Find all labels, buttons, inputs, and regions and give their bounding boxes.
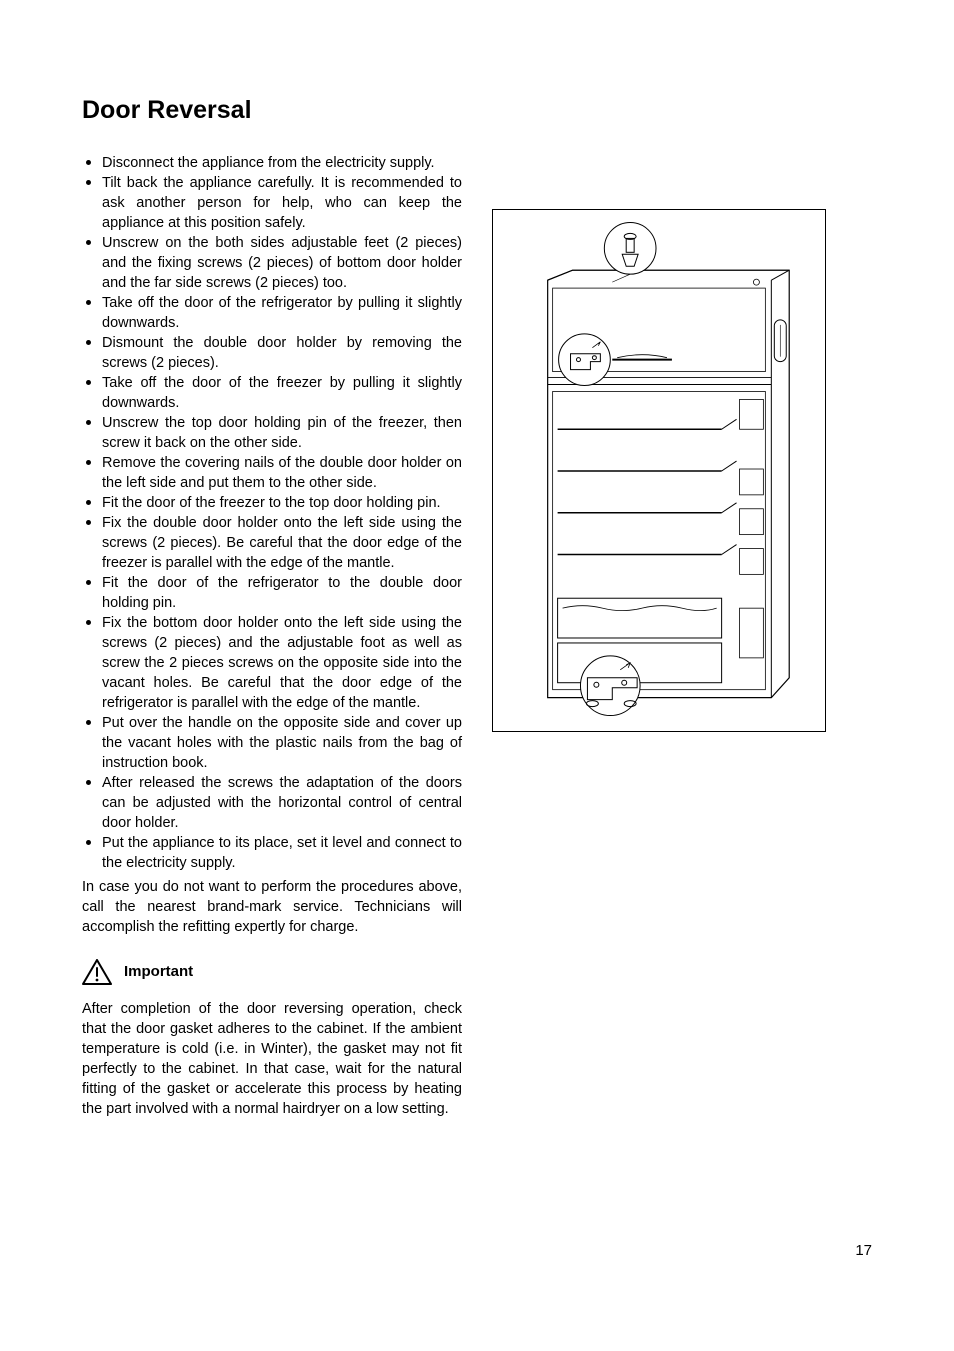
list-item: After released the screws the adaptation… [82, 773, 462, 833]
list-item: Fit the door of the freezer to the top d… [82, 493, 462, 513]
list-item: Take off the door of the refrigerator by… [82, 293, 462, 333]
page-title: Door Reversal [82, 96, 872, 125]
list-item: Fix the bottom door holder onto the left… [82, 613, 462, 713]
closing-paragraph: In case you do not want to perform the p… [82, 877, 462, 937]
list-item: Unscrew the top door holding pin of the … [82, 413, 462, 453]
list-item: Take off the door of the freezer by pull… [82, 373, 462, 413]
list-item: Fix the double door holder onto the left… [82, 513, 462, 573]
refrigerator-diagram [492, 209, 826, 732]
list-item: Tilt back the appliance carefully. It is… [82, 173, 462, 233]
main-content: Disconnect the appliance from the electr… [82, 153, 872, 1119]
left-column: Disconnect the appliance from the electr… [82, 153, 462, 1119]
page-number: 17 [855, 1242, 872, 1259]
important-label: Important [124, 962, 193, 983]
list-item: Disconnect the appliance from the electr… [82, 153, 462, 173]
list-item: Fit the door of the refrigerator to the … [82, 573, 462, 613]
list-item: Unscrew on the both sides adjustable fee… [82, 233, 462, 293]
instruction-list: Disconnect the appliance from the electr… [82, 153, 462, 873]
list-item: Dismount the double door holder by remov… [82, 333, 462, 373]
list-item: Put over the handle on the opposite side… [82, 713, 462, 773]
list-item: Put the appliance to its place, set it l… [82, 833, 462, 873]
important-paragraph: After completion of the door reversing o… [82, 999, 462, 1119]
important-row: Important [82, 959, 462, 985]
warning-icon [82, 959, 112, 985]
list-item: Remove the covering nails of the double … [82, 453, 462, 493]
right-column [492, 153, 872, 1119]
